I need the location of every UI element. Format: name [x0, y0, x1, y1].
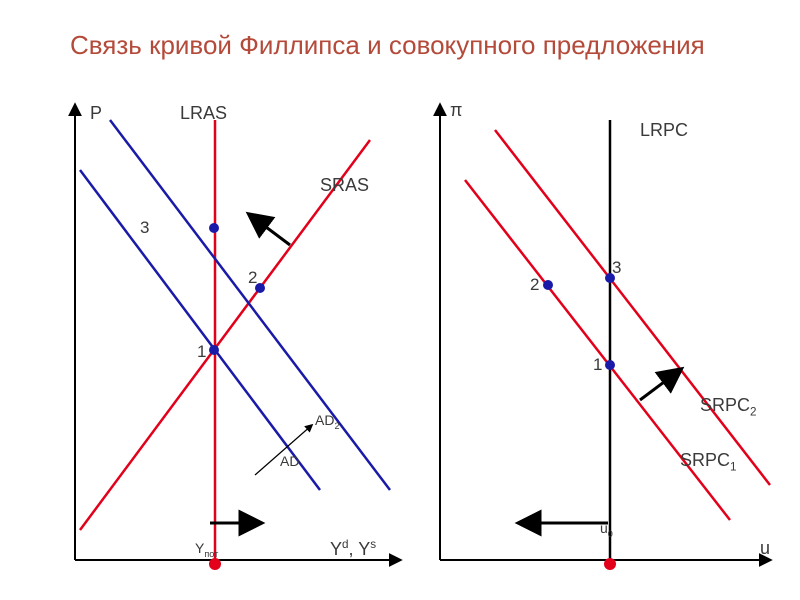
srpc2-label: SRPC2: [700, 395, 757, 419]
slide-title: Связь кривой Филлипса и совокупного пред…: [70, 30, 705, 61]
right-x-axis-label: u: [760, 538, 770, 559]
left-point-2-label: 2: [248, 268, 257, 288]
diagram-svg: [0, 0, 800, 600]
right-point-1-label: 1: [593, 355, 602, 375]
srpc2-line: [495, 130, 770, 485]
left-point-3-label: 3: [140, 218, 149, 238]
left-y-axis-label: P: [90, 103, 102, 124]
lrpc-label: LRPC: [640, 120, 688, 141]
srpc-shift-arrow: [640, 370, 680, 400]
right-point-3-label: 3: [612, 258, 621, 278]
sras-line: [80, 140, 370, 530]
ad-line: [80, 170, 320, 490]
sras-label: SRAS: [320, 175, 369, 196]
srpc1-label: SRPC1: [680, 450, 737, 474]
ad-label: AD: [280, 453, 299, 469]
left-point-1: [209, 345, 219, 355]
sras-shift-arrow: [250, 215, 290, 245]
left-point-1-label: 1: [197, 342, 206, 362]
right-point-2-label: 2: [530, 275, 539, 295]
right-origin-dot: [604, 558, 616, 570]
left-x-axis-label: Yd, Ys: [330, 538, 376, 560]
left-point-3: [209, 223, 219, 233]
lras-label: LRAS: [180, 103, 227, 124]
ypot-label: Yпот: [195, 540, 218, 559]
ad2-label: AD2: [315, 412, 340, 431]
u0-label: u0: [600, 520, 613, 539]
right-y-axis-label: π: [450, 100, 462, 121]
left-origin-dot: [209, 558, 221, 570]
right-point-2: [543, 280, 553, 290]
right-point-1: [605, 360, 615, 370]
